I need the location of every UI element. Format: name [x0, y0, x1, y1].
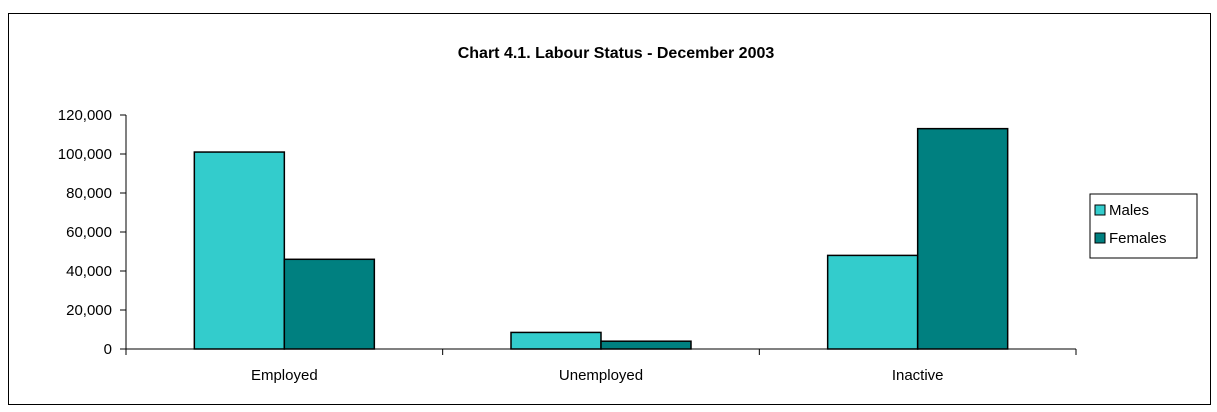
tick-labels: 0 20,000 40,000 60,000 80,000 100,000 120,000 E… [58, 107, 944, 384]
y-tick-label: 20,000 [66, 302, 112, 319]
y-tick-label: 100,000 [58, 146, 112, 163]
legend-label-females: Females [1109, 230, 1167, 247]
legend: Males Females [1089, 193, 1198, 259]
legend-box [1089, 193, 1198, 259]
bar-females-inactive [916, 127, 1009, 350]
bars [193, 127, 1009, 350]
legend-label-males: Males [1109, 202, 1149, 219]
x-tick-label: Employed [251, 367, 318, 384]
y-tick-label: 40,000 [66, 263, 112, 280]
bar-males-inactive [826, 254, 919, 350]
legend-swatch-males [1094, 204, 1106, 216]
y-tick-label: 60,000 [66, 224, 112, 241]
legend-swatch-females [1094, 232, 1106, 244]
y-tick-label: 80,000 [66, 185, 112, 202]
chart-title: Chart 4.1. Labour Status - December 2003 [458, 45, 775, 62]
bar-males-employed [193, 151, 286, 350]
y-tick-label: 120,000 [58, 107, 112, 124]
y-tick-label: 0 [104, 341, 112, 358]
bar-females-unemployed [600, 340, 692, 350]
x-tick-label: Unemployed [559, 367, 643, 384]
bar-males-unemployed [510, 331, 602, 350]
bar-females-employed [283, 258, 376, 350]
x-tick-label: Inactive [892, 367, 944, 384]
